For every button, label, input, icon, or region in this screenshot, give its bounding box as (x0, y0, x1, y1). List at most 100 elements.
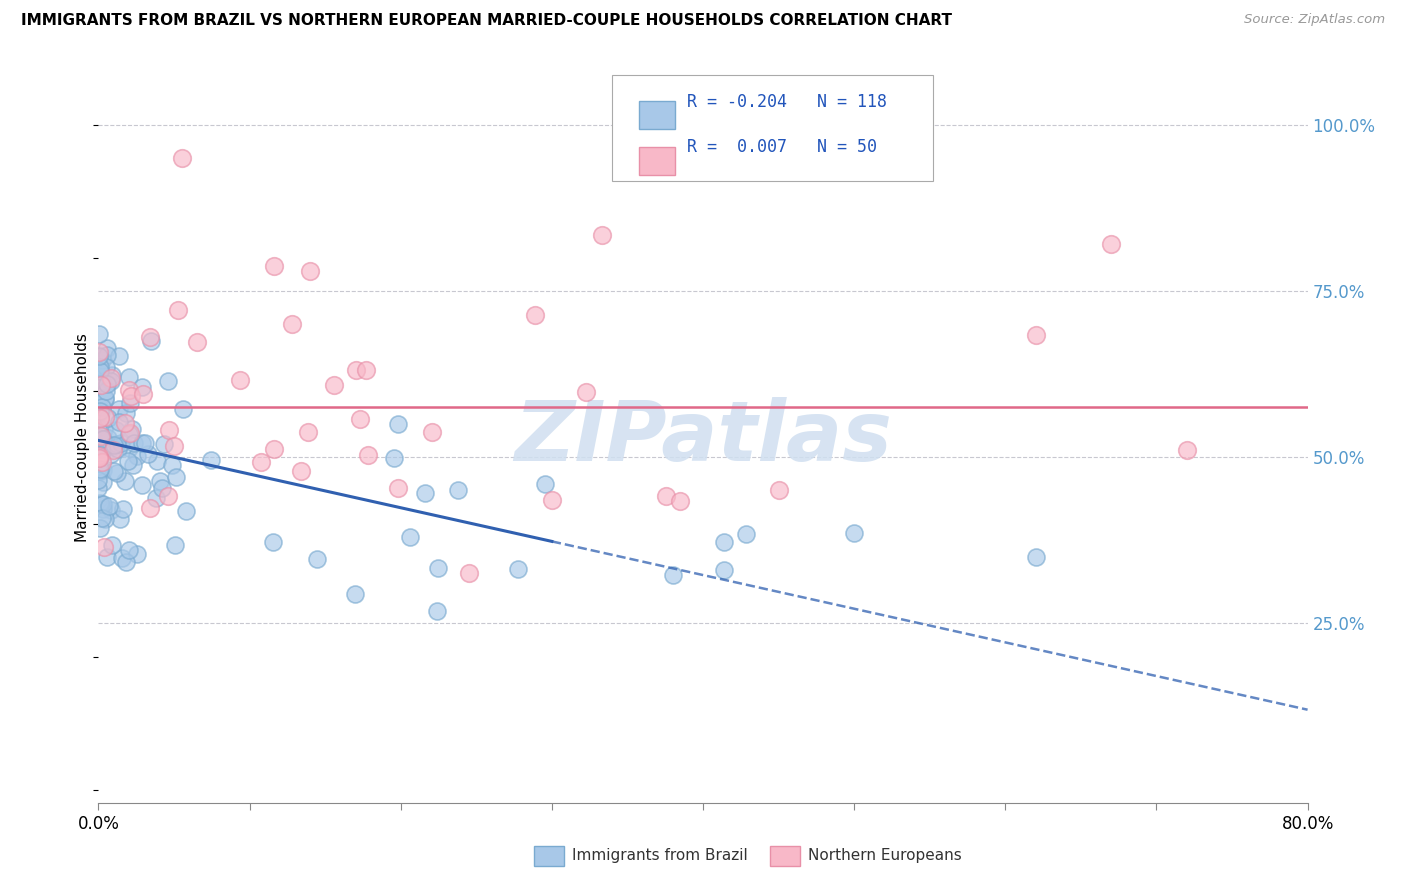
Point (87, 449, 110, 463)
Point (91, 475, 114, 489)
Point (87, 377, 110, 392)
Point (107, 350, 129, 364)
Point (132, 387, 155, 401)
Point (170, 151, 193, 165)
Point (94, 391, 117, 405)
Point (157, 489, 180, 503)
Point (344, 362, 367, 376)
Point (94, 512, 117, 526)
Point (97, 432, 120, 446)
Point (655, 490, 678, 504)
Point (139, 330, 162, 344)
FancyBboxPatch shape (613, 75, 932, 181)
Point (120, 389, 142, 403)
Point (96, 348, 118, 362)
Point (89, 411, 111, 425)
Point (592, 227, 614, 242)
Point (139, 501, 162, 516)
Point (457, 566, 479, 580)
Point (87, 399, 110, 413)
Point (90, 353, 112, 368)
Point (669, 493, 692, 508)
Text: Source: ZipAtlas.com: Source: ZipAtlas.com (1244, 13, 1385, 27)
Point (96, 549, 118, 564)
Point (661, 568, 683, 582)
Point (354, 363, 377, 377)
Point (90, 378, 112, 392)
Point (117, 383, 139, 397)
Point (382, 450, 405, 465)
Point (118, 426, 141, 441)
Point (156, 374, 179, 388)
Point (114, 416, 136, 430)
Point (89, 521, 111, 535)
Point (160, 458, 183, 472)
Point (173, 401, 195, 416)
Point (136, 448, 159, 462)
Point (101, 442, 124, 457)
Point (103, 464, 125, 478)
Point (89, 363, 111, 377)
Point (150, 481, 173, 495)
Point (107, 415, 129, 429)
Point (120, 396, 142, 410)
Point (117, 454, 139, 468)
Point (107, 402, 129, 417)
Point (87, 481, 110, 495)
Point (89, 450, 111, 465)
Point (91, 374, 114, 388)
Point (508, 562, 530, 576)
Point (174, 504, 197, 518)
Point (96, 377, 118, 392)
Point (163, 538, 186, 552)
Point (844, 526, 866, 541)
Point (122, 458, 145, 473)
Point (229, 373, 252, 387)
FancyBboxPatch shape (638, 147, 675, 175)
Text: Northern Europeans: Northern Europeans (808, 848, 962, 863)
Point (118, 543, 141, 558)
Point (447, 483, 470, 497)
Point (134, 435, 156, 450)
FancyBboxPatch shape (638, 102, 675, 129)
Point (297, 425, 319, 439)
Point (117, 369, 139, 384)
Point (534, 477, 557, 491)
Point (131, 478, 153, 492)
Y-axis label: Married-couple Households: Married-couple Households (75, 333, 90, 541)
Point (96, 439, 118, 453)
Point (100, 447, 122, 461)
Point (108, 512, 131, 526)
Point (112, 502, 135, 516)
Point (89, 462, 111, 476)
Point (152, 437, 174, 451)
Point (87, 441, 110, 455)
Point (91, 462, 114, 476)
Point (87, 350, 110, 364)
Point (262, 535, 284, 549)
Point (349, 411, 371, 425)
Point (523, 308, 546, 322)
Point (91, 432, 114, 446)
Point (323, 378, 346, 392)
Point (90, 442, 112, 457)
Point (97, 410, 120, 425)
Point (91, 400, 114, 414)
FancyBboxPatch shape (769, 846, 800, 866)
Point (118, 442, 141, 456)
Point (89, 359, 111, 374)
Point (90, 405, 112, 419)
Text: R =  0.007   N = 50: R = 0.007 N = 50 (688, 138, 877, 156)
Point (101, 538, 124, 552)
Point (299, 263, 322, 277)
Point (93, 409, 115, 424)
Point (100, 503, 122, 517)
Point (105, 437, 128, 451)
Point (122, 435, 145, 450)
Point (91, 432, 114, 446)
Point (111, 551, 134, 566)
Point (90, 448, 112, 462)
Point (1175, 443, 1198, 458)
Point (290, 464, 312, 478)
Point (145, 491, 167, 505)
